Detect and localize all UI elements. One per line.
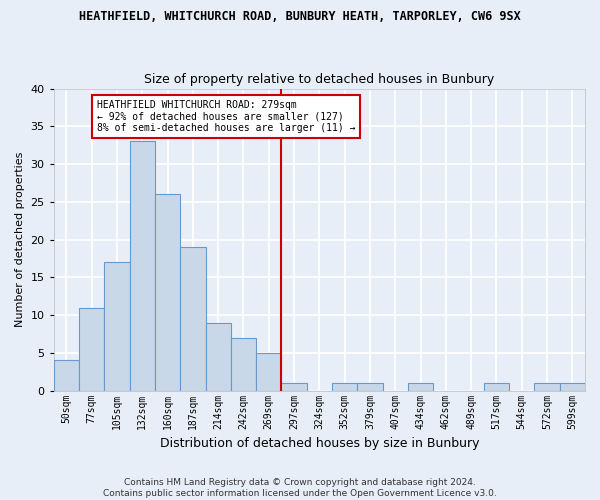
Bar [79, 308, 104, 390]
Text: HEATHFIELD WHITCHURCH ROAD: 279sqm
← 92% of detached houses are smaller (127)
8%: HEATHFIELD WHITCHURCH ROAD: 279sqm ← 92%… [97, 100, 355, 133]
Y-axis label: Number of detached properties: Number of detached properties [15, 152, 25, 328]
X-axis label: Distribution of detached houses by size in Bunbury: Distribution of detached houses by size … [160, 437, 479, 450]
Title: Size of property relative to detached houses in Bunbury: Size of property relative to detached ho… [144, 73, 494, 86]
Bar [408, 383, 433, 390]
Bar [358, 383, 383, 390]
Bar [130, 142, 155, 390]
Bar [332, 383, 358, 390]
Bar [206, 322, 231, 390]
Bar [281, 383, 307, 390]
Bar [104, 262, 130, 390]
Text: HEATHFIELD, WHITCHURCH ROAD, BUNBURY HEATH, TARPORLEY, CW6 9SX: HEATHFIELD, WHITCHURCH ROAD, BUNBURY HEA… [79, 10, 521, 23]
Bar [535, 383, 560, 390]
Bar [54, 360, 79, 390]
Bar [560, 383, 585, 390]
Bar [256, 353, 281, 391]
Bar [180, 247, 206, 390]
Bar [231, 338, 256, 390]
Bar [155, 194, 180, 390]
Text: Contains HM Land Registry data © Crown copyright and database right 2024.
Contai: Contains HM Land Registry data © Crown c… [103, 478, 497, 498]
Bar [484, 383, 509, 390]
